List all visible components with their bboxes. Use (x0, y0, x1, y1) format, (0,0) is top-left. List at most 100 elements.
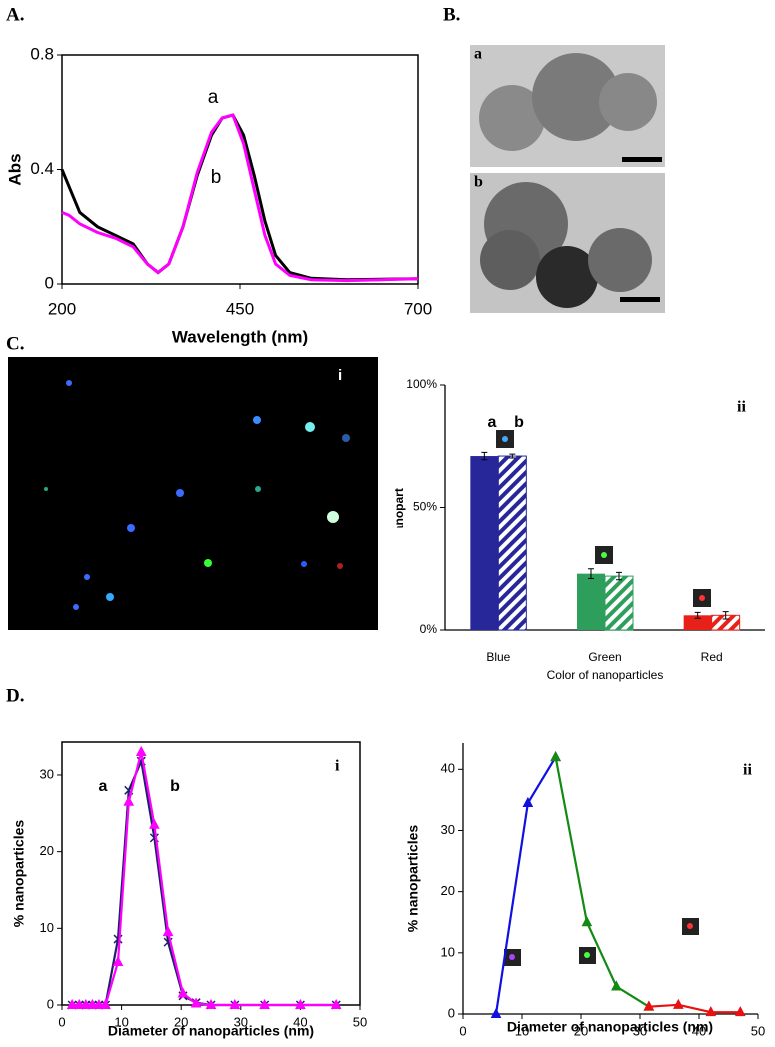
subpanel-label: a (474, 46, 482, 63)
marker (550, 751, 561, 762)
series-label: a (99, 778, 108, 795)
bar (470, 456, 499, 630)
x-tick-label: Blue (486, 650, 510, 664)
panel-label: A. (6, 4, 24, 25)
marker (490, 1007, 502, 1018)
x-tick-label: 30 (633, 1023, 647, 1038)
marker (734, 1006, 746, 1017)
marker (112, 955, 124, 967)
series-line (494, 756, 557, 1015)
y-tick-label: 10 (40, 920, 54, 935)
marker (643, 1000, 655, 1011)
marker (87, 998, 98, 1009)
y-axis-label: % nanoparticles (392, 461, 406, 553)
x-tick-label: 10 (114, 1014, 128, 1029)
marker (135, 745, 147, 756)
error-bar (509, 453, 516, 459)
series-label: b (170, 778, 180, 795)
y-tick-label: 100% (406, 377, 437, 391)
marker (705, 1006, 717, 1017)
x-tick-label: 700 (404, 299, 432, 318)
x-tick-label: 0 (459, 1023, 466, 1038)
marker (611, 980, 622, 991)
error-bar (588, 568, 594, 580)
error-bar (694, 611, 701, 619)
chart-label: ii (743, 762, 752, 779)
y-tick-label: 0 (45, 273, 54, 292)
panel-label: C. (6, 333, 24, 354)
series-label: a (208, 87, 219, 108)
marker (190, 997, 202, 1008)
series-line (648, 1003, 741, 1014)
marker (330, 998, 342, 1009)
tem-image: a b (470, 45, 665, 313)
bar (577, 573, 605, 630)
y-tick-label: 30 (441, 822, 455, 837)
error-bar (722, 611, 729, 620)
x-tick-label: Red (701, 650, 723, 664)
x-tick-label: 200 (48, 299, 76, 318)
x-tick-label: 30 (234, 1014, 248, 1029)
x-tick-label: 20 (174, 1014, 188, 1029)
marker (73, 998, 85, 1009)
y-tick-label: 0% (420, 622, 438, 636)
panel-label: B. (443, 4, 460, 25)
marker (295, 998, 306, 1009)
x-tick-label: 450 (226, 299, 254, 318)
y-axis-label: Abs (5, 153, 24, 185)
bar (497, 455, 527, 631)
chart-label: i (335, 758, 340, 775)
marker (673, 998, 684, 1009)
series-label: b (514, 414, 524, 431)
marker (66, 998, 78, 1009)
subpanel-label: i (338, 367, 342, 384)
x-tick-label: 10 (515, 1023, 529, 1038)
y-tick-label: 50% (413, 500, 437, 514)
plot-frame (61, 54, 419, 285)
x-axis-label: Color of nanoparticles (547, 668, 664, 682)
y-tick-label: 20 (40, 843, 54, 858)
error-bar (481, 451, 488, 461)
x-axis-label: Wavelength (nm) (172, 327, 308, 346)
marker (93, 998, 105, 1009)
x-tick-label: 50 (751, 1023, 765, 1038)
series-label: a (488, 414, 497, 431)
y-tick-label: 0 (47, 996, 54, 1011)
series-line (60, 113, 419, 282)
marker (259, 998, 270, 1009)
bar (604, 575, 634, 631)
marker (100, 998, 111, 1009)
x-tick-label: 40 (293, 1014, 307, 1029)
marker (123, 795, 135, 806)
marker (177, 987, 189, 998)
marker (229, 998, 241, 1009)
series-line (61, 113, 419, 283)
y-axis-label: % nanoparticles (11, 820, 27, 928)
bar (683, 615, 712, 630)
marker (162, 926, 174, 937)
y-tick-label: 40 (441, 761, 455, 776)
x-axis-label: Diameter of nanoparticles (nm) (507, 1019, 713, 1035)
x-tick-label: 40 (692, 1023, 706, 1038)
panel-label: D. (6, 685, 24, 706)
marker (149, 818, 160, 829)
y-tick-label: 0.8 (30, 44, 54, 63)
x-tick-label: 50 (353, 1014, 367, 1029)
series-line (72, 757, 337, 1007)
y-axis-label: % nanoparticles (405, 825, 421, 933)
fluorescence-image: i (8, 357, 378, 630)
y-tick-label: 0.4 (30, 159, 54, 178)
marker (522, 796, 534, 807)
marker (205, 998, 217, 1009)
icons (496, 430, 711, 966)
y-tick-label: 10 (441, 944, 455, 959)
y-tick-label: 20 (441, 883, 455, 898)
series-label: b (211, 167, 222, 188)
x-axis-label: Diameter of nanoparticles (nm) (108, 1023, 314, 1039)
chart-label: ii (737, 399, 746, 416)
x-tick-label: 20 (574, 1023, 588, 1038)
series-line (554, 756, 650, 1008)
x-tick-label: 0 (58, 1014, 65, 1029)
y-tick-label: 0 (448, 1005, 455, 1020)
